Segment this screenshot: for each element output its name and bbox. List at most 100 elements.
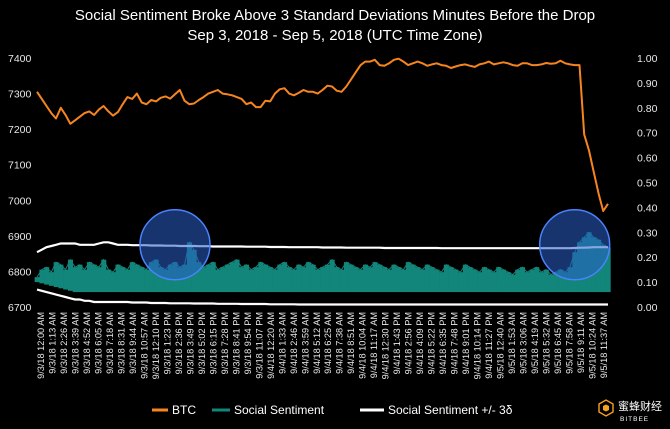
sentiment-bar	[291, 269, 297, 293]
sentiment-bar	[277, 264, 283, 293]
sentiment-bar	[367, 267, 373, 293]
x-tick-label: 9/3/18 6:05 AM	[93, 312, 103, 374]
x-tick-label: 9/5/18 12:40 AM	[496, 312, 506, 379]
y-right-tick-label: 0.20	[637, 252, 658, 264]
sentiment-bar	[391, 264, 397, 293]
x-tick-label: 9/5/18 1:53 AM	[507, 312, 517, 374]
sentiment-bar	[163, 269, 169, 293]
sentiment-bar	[462, 264, 468, 293]
sentiment-bar	[405, 262, 411, 293]
logo-text-en: BITBEE	[620, 416, 649, 423]
sentiment-bar	[429, 267, 435, 293]
x-tick-label: 9/3/18 3:39 AM	[70, 312, 80, 374]
x-tick-label: 9/4/18 8:51 AM	[346, 312, 356, 374]
x-tick-label: 9/4/18 7:38 AM	[335, 312, 345, 374]
x-tick-label: 9/3/18 7:28 PM	[220, 312, 230, 374]
y-left-tick-label: 7100	[8, 160, 32, 172]
bee-hexagon-icon	[598, 399, 614, 417]
x-tick-label: 9/3/18 6:15 PM	[208, 312, 218, 374]
sentiment-bar	[458, 272, 464, 293]
y-right-tick-label: 0.80	[637, 103, 658, 115]
sentiment-bar	[381, 267, 388, 293]
sentiment-bar	[424, 264, 430, 293]
sentiment-bar	[605, 247, 611, 293]
y-right-tick-label: 0.60	[637, 153, 658, 165]
x-tick-label: 9/4/18 6:25 AM	[323, 312, 333, 374]
x-tick-label: 9/5/18 10:24 AM	[588, 312, 598, 379]
sentiment-bar	[539, 272, 545, 293]
x-tick-label: 9/5/18 3:06 AM	[519, 312, 529, 374]
sentiment-bar	[324, 264, 330, 293]
sentiment-bar	[144, 269, 150, 293]
x-tick-label: 9/3/18 2:36 PM	[174, 312, 184, 374]
x-tick-label: 9/3/18 5:02 PM	[197, 312, 207, 374]
sentiment-bar	[77, 264, 83, 293]
highlight-circle	[538, 209, 611, 281]
sentiment-line	[36, 231, 609, 278]
sentiment-bar	[120, 267, 126, 293]
y-right-tick-label: 0.50	[637, 178, 658, 190]
x-tick-label: 9/3/18 12:10 PM	[151, 312, 161, 379]
sentiment-bar	[334, 267, 340, 293]
sentiment-bar	[296, 264, 302, 293]
x-tick-label: 9/5/18 7:58 AM	[565, 312, 575, 374]
sentiment-bar	[515, 269, 521, 293]
sentiment-bar	[524, 272, 530, 293]
x-tick-label: 9/3/18 2:26 AM	[59, 312, 69, 374]
chart-subtitle: Sep 3, 2018 - Sep 5, 2018 (UTC Time Zone…	[187, 27, 482, 44]
sentiment-bar	[310, 264, 316, 293]
x-tick-label: 9/5/18 6:45 AM	[553, 312, 563, 374]
sentiment-bar	[443, 264, 449, 293]
x-tick-label: 9/4/18 10:14 PM	[473, 312, 483, 379]
sentiment-bar	[543, 269, 549, 293]
sentiment-bar	[220, 267, 226, 293]
x-tick-label: 9/4/18 11:17 AM	[369, 312, 379, 378]
y-right-tick-label: 0.70	[637, 128, 658, 140]
sentiment-bar	[44, 267, 50, 285]
sentiment-bar	[500, 269, 506, 293]
sentiment-bar	[491, 272, 497, 293]
sentiment-bar	[148, 262, 154, 293]
x-tick-label: 9/4/18 1:33 AM	[277, 312, 287, 374]
sentiment-bar	[72, 267, 78, 293]
x-tick-label: 9/4/18 11:27 PM	[484, 312, 494, 379]
sentiment-bar	[229, 262, 235, 293]
sentiment-bar	[562, 272, 568, 293]
sentiment-bar	[553, 272, 559, 293]
x-tick-label: 9/5/18 9:11 AM	[576, 312, 586, 373]
sentiment-bar	[339, 269, 345, 293]
sentiment-bar	[48, 272, 54, 286]
x-tick-label: 9/5/18 4:19 AM	[530, 312, 540, 374]
sentiment-bar	[329, 259, 335, 293]
btc-line	[36, 57, 609, 212]
sentiment-bar	[224, 264, 231, 293]
sentiment-bar	[58, 264, 64, 289]
x-tick-label: 9/3/18 11:07 PM	[254, 312, 264, 379]
sentiment-bar	[348, 264, 354, 293]
sentiment-bar	[534, 267, 540, 293]
sentiment-bar	[210, 262, 216, 293]
sentiment-bar	[53, 262, 59, 288]
x-tick-label: 9/4/18 2:46 AM	[289, 312, 299, 374]
sentiment-bar	[362, 264, 369, 293]
sentiment-bar	[448, 267, 454, 293]
sentiment-bar	[267, 267, 273, 293]
sentiment-bar	[434, 269, 440, 293]
band-upper-line	[36, 241, 608, 254]
sentiment-bar	[420, 269, 426, 293]
x-tick-label: 9/3/18 8:31 AM	[116, 312, 126, 374]
sentiment-bar	[600, 244, 606, 293]
x-tick-label: 9/3/18 10:57 AM	[139, 312, 149, 379]
y-left-tick-label: 7000	[8, 195, 32, 207]
sentiment-bar	[39, 269, 45, 284]
sentiment-bar	[105, 269, 112, 293]
y-axis-right: 0.00 0.10 0.20 0.30 0.40 0.50 0.60 0.70 0.80 0.90…	[637, 53, 658, 314]
sentiment-bar	[67, 259, 73, 291]
x-tick-label: 9/4/18 3:59 AM	[300, 312, 310, 374]
x-tick-label: 9/4/18 2:56 PM	[404, 312, 414, 374]
sentiment-bar	[134, 264, 140, 293]
sentiment-bar	[248, 269, 254, 293]
x-tick-label: 9/3/18 8:41 PM	[231, 312, 241, 374]
x-tick-label: 9/5/18 11:37 AM	[599, 312, 609, 378]
sentiment-bar	[301, 267, 307, 293]
